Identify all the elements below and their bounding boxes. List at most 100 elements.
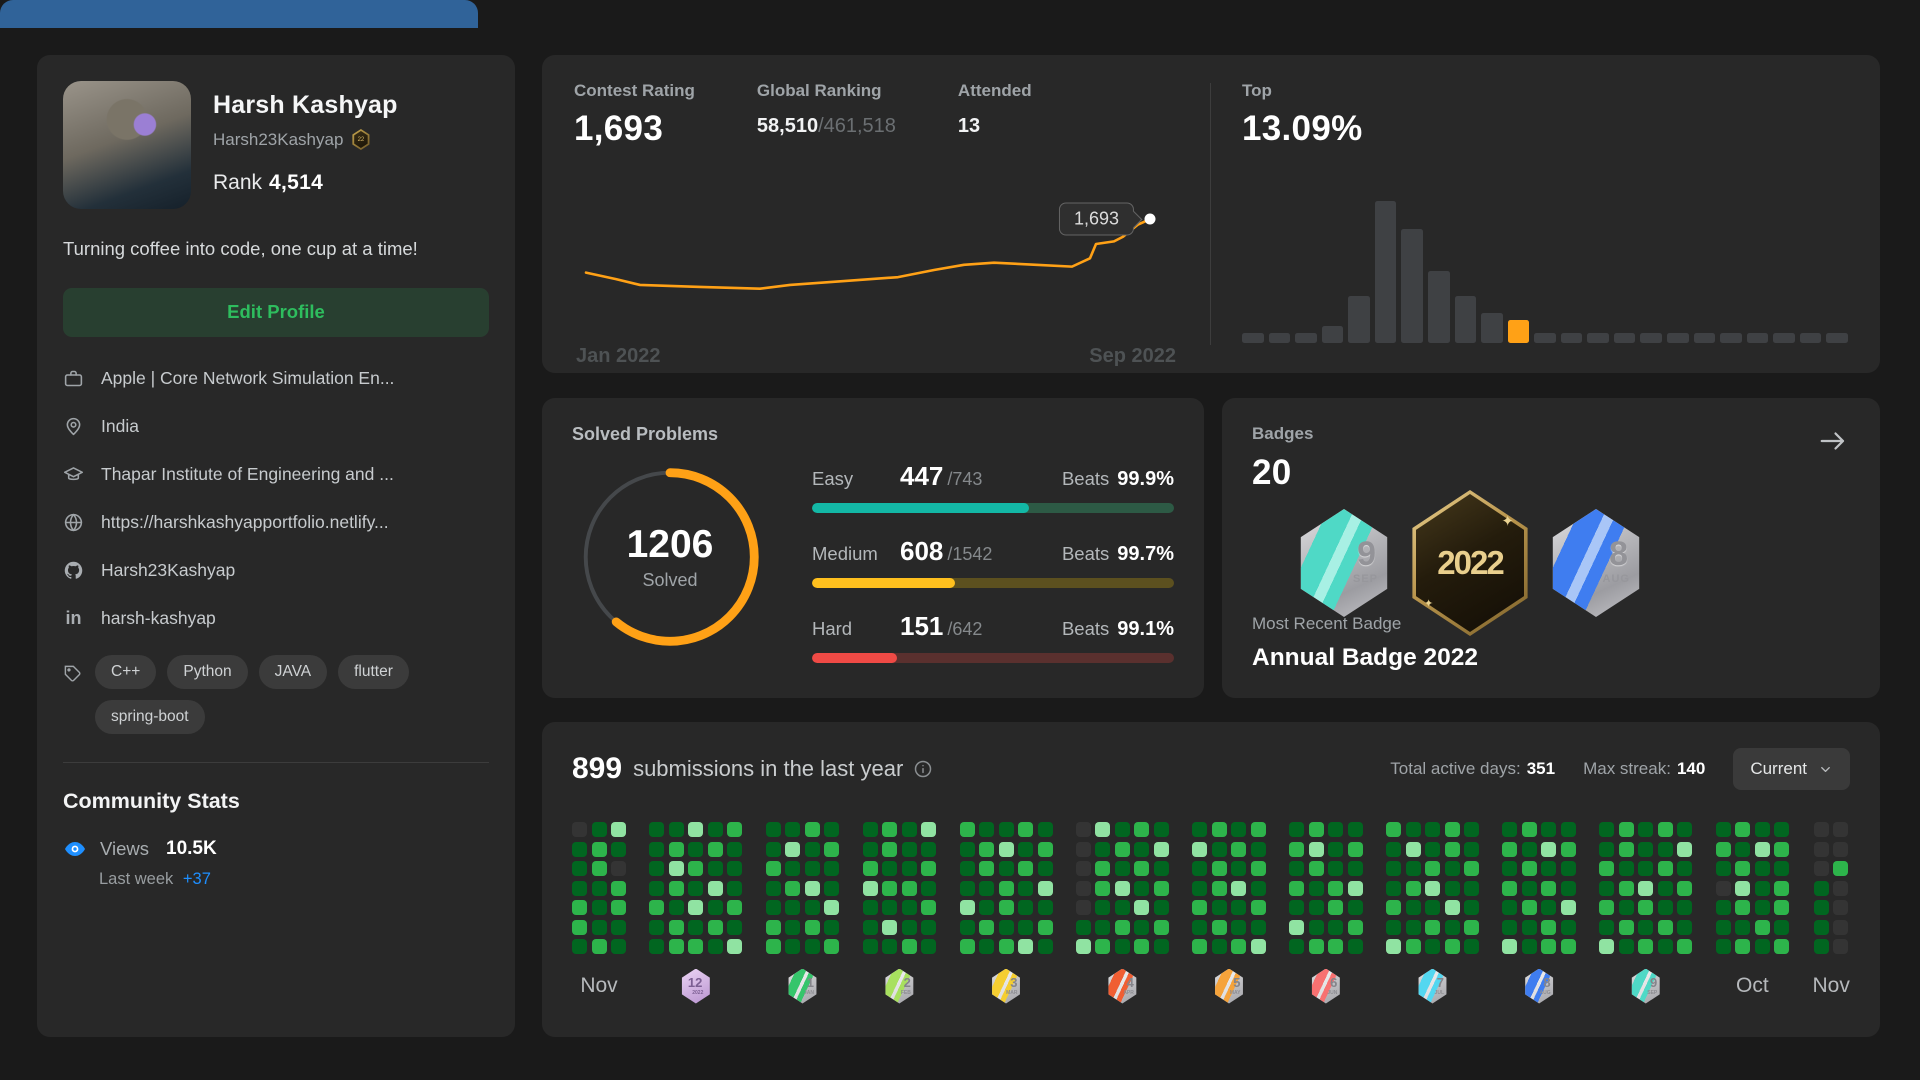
heatmap-cell xyxy=(979,939,994,954)
histogram-bar xyxy=(1693,333,1716,343)
divider xyxy=(63,761,489,763)
heatmap-cell xyxy=(1347,900,1363,915)
badge-sep[interactable]: 9 SEP xyxy=(1300,509,1388,617)
heatmap-month-group: 7 JUL xyxy=(1386,822,1479,1005)
month-badge-5: 5 MAY xyxy=(1215,968,1243,1004)
histogram-bar xyxy=(1720,333,1742,343)
month-badge-slot: 5 MAY xyxy=(1214,967,1245,1005)
heatmap-cell xyxy=(707,939,723,954)
histogram-bar xyxy=(1268,333,1291,343)
heatmap-cell xyxy=(804,900,820,915)
profile-link-education[interactable]: Thapar Institute of Engineering and ... xyxy=(63,464,489,485)
skill-pill[interactable]: flutter xyxy=(338,654,409,689)
heatmap-cell xyxy=(1464,822,1479,837)
heatmap-cell xyxy=(1250,822,1266,837)
profile-link-briefcase[interactable]: Apple | Core Network Simulation En... xyxy=(63,368,489,389)
progress-fill xyxy=(812,503,1030,513)
heatmap-cell xyxy=(1328,900,1344,915)
heatmap-month-group: 3 MAR xyxy=(959,822,1053,1005)
heatmap-cell xyxy=(707,822,723,837)
heatmap-cell xyxy=(1618,841,1634,857)
heatmap-cell xyxy=(1618,822,1634,837)
profile-link-github[interactable]: Harsh23Kashyap xyxy=(63,560,489,581)
profile-card: Harsh Kashyap Harsh23Kashyap 22 Rank 4,51… xyxy=(37,55,515,1037)
heatmap-month-group: 2 FEB xyxy=(862,822,937,1005)
heatmap-cell xyxy=(862,919,878,935)
heatmap-cell xyxy=(1754,900,1770,915)
submissions-count: 899 xyxy=(572,752,623,785)
heatmap-cell xyxy=(1018,919,1033,935)
heatmap-cell xyxy=(1211,939,1227,954)
heatmap-cell xyxy=(765,919,781,935)
heatmap-cell xyxy=(1774,900,1790,915)
histogram-bar xyxy=(1746,333,1769,343)
edit-profile-button[interactable]: Edit Profile xyxy=(63,287,489,337)
heatmap-cell xyxy=(1308,841,1324,857)
info-icon[interactable] xyxy=(913,759,933,779)
profile-link-text: harsh-kashyap xyxy=(101,607,216,628)
heatmap-cell xyxy=(785,919,801,935)
heatmap-cell xyxy=(824,939,840,954)
active-days-label: Total active days: xyxy=(1390,759,1521,778)
month-badge-1: 1 JAN xyxy=(788,968,817,1004)
month-badge-slot: 9 SEP xyxy=(1630,967,1661,1005)
heatmap-cell xyxy=(1677,900,1693,915)
heatmap-cell xyxy=(1134,841,1150,857)
skill-pill[interactable]: C++ xyxy=(95,654,157,689)
user-handle: Harsh23Kashyap xyxy=(213,129,344,149)
heatmap-cell xyxy=(824,822,840,837)
month-badge-6: 6 JUN xyxy=(1311,968,1340,1004)
skill-pill[interactable]: Python xyxy=(167,654,248,689)
heatmap-cell xyxy=(591,919,607,935)
month-badge-8: 8 AUG xyxy=(1525,968,1554,1004)
lastweek-label: Last week xyxy=(99,869,174,888)
period-dropdown[interactable]: Current xyxy=(1733,748,1850,790)
profile-link-location[interactable]: India xyxy=(63,416,489,437)
heatmap-cell xyxy=(1754,919,1770,935)
heatmap-cell xyxy=(998,919,1014,935)
heatmap-cell xyxy=(1405,822,1421,837)
views-value: 10.5K xyxy=(166,837,217,859)
heatmap-cell xyxy=(688,939,704,954)
heatmap-cell xyxy=(1289,939,1305,954)
heatmap-cell xyxy=(1444,939,1460,954)
heatmap-cell xyxy=(1560,880,1576,896)
heatmap-cell xyxy=(1114,919,1130,935)
heatmap-cell xyxy=(824,919,840,935)
contest-card: Contest Rating 1,693 Global Ranking 58,5… xyxy=(542,55,1880,373)
heatmap-month-group: 5 MAY xyxy=(1192,822,1266,1005)
heatmap-cell xyxy=(1638,939,1654,954)
heatmap-cell xyxy=(1638,900,1654,915)
heatmap-cell xyxy=(1464,841,1479,857)
location-icon xyxy=(63,416,84,437)
heatmap-cell xyxy=(1347,841,1363,857)
heatmap-cell xyxy=(1308,919,1324,935)
heatmap-cell xyxy=(1735,861,1751,876)
rating-chart[interactable]: 1,693 xyxy=(574,202,1174,335)
heatmap-cell xyxy=(591,841,607,857)
profile-link-linkedin[interactable]: in harsh-kashyap xyxy=(63,608,489,629)
heatmap-grid xyxy=(1813,822,1849,954)
skill-pill[interactable]: JAVA xyxy=(258,654,328,689)
profile-link-globe[interactable]: https://harshkashyapportfolio.netlify... xyxy=(63,512,489,533)
heatmap-cell xyxy=(1541,919,1557,935)
heatmap-cell xyxy=(1638,919,1654,935)
heatmap-cell xyxy=(765,880,781,896)
heatmap-cell xyxy=(901,880,917,896)
heatmap-month-group: 6 JUN xyxy=(1289,822,1363,1005)
skill-pill[interactable]: spring-boot xyxy=(95,699,205,734)
badges-count: 20 xyxy=(1252,453,1292,492)
histogram-bar xyxy=(1560,333,1583,343)
heatmap-cell xyxy=(1386,880,1401,896)
arrow-right-icon[interactable] xyxy=(1816,426,1850,456)
heatmap-cell xyxy=(668,900,684,915)
heatmap-cell xyxy=(959,822,975,837)
heatmap-cell xyxy=(1502,919,1518,935)
badge-aug[interactable]: 8 AUG xyxy=(1552,509,1640,617)
heatmap-cell xyxy=(1735,841,1751,857)
heatmap-cell xyxy=(1153,919,1169,935)
heatmap-cell xyxy=(1715,880,1731,896)
heatmap-cell xyxy=(1677,880,1693,896)
heatmap-cell xyxy=(804,861,820,876)
heatmap-cell xyxy=(1231,939,1247,954)
